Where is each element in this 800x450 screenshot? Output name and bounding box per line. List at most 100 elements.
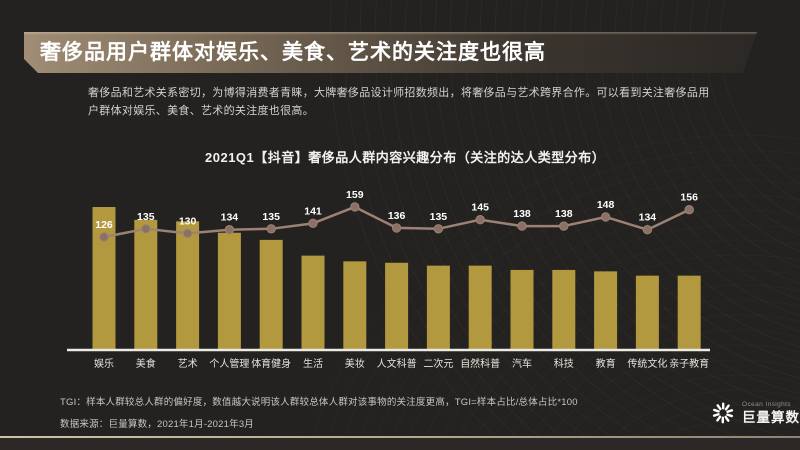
mesh-arc [618, 404, 800, 450]
mesh-arc [322, 149, 800, 450]
mesh-arc [452, 269, 800, 450]
mesh-arc [435, 254, 800, 450]
category-label: 娱乐 [94, 357, 114, 370]
value-label: 141 [304, 205, 322, 217]
bar [552, 269, 576, 350]
mesh-arc [338, 164, 800, 450]
category-label: 汽车 [512, 357, 532, 370]
slide-title: 奢侈品用户群体对娱乐、美食、艺术的关注度也很高 [40, 41, 546, 64]
value-label: 135 [430, 211, 448, 223]
bar [92, 207, 116, 350]
line-marker [266, 224, 276, 234]
category-label: 个人管理 [209, 357, 249, 370]
value-label: 126 [95, 219, 113, 231]
ocean-insights-logo-icon [712, 402, 734, 424]
mesh-arc [643, 419, 800, 450]
logo-bar [716, 404, 722, 411]
mesh-arc [354, 179, 800, 450]
logo-bar [713, 408, 720, 413]
category-label: 美食 [136, 357, 156, 370]
category-label: 科技 [554, 357, 574, 370]
line-marker [141, 224, 151, 234]
line-marker [684, 205, 694, 215]
line-marker [308, 218, 318, 229]
mesh-arc [468, 284, 800, 450]
line-marker [475, 215, 485, 225]
logo-bar [726, 413, 733, 418]
category-label: 二次元 [423, 357, 453, 370]
brand-name-cn: 巨量算数 [742, 409, 800, 425]
bottom-accent-line [0, 436, 800, 438]
line-marker [517, 221, 527, 231]
value-label: 135 [262, 211, 280, 223]
bar [510, 269, 534, 350]
bottom-bar [0, 438, 800, 450]
mesh-arc [402, 224, 800, 450]
title-banner: 奢侈品用户群体对娱乐、美食、艺术的关注度也很高 [24, 32, 757, 73]
logo-bar [712, 413, 720, 417]
brand-logo: Ocean Insights 巨量算数 [710, 400, 800, 426]
mesh-arc [386, 209, 800, 450]
mesh-arc [370, 194, 800, 450]
category-label: 生活 [303, 357, 323, 370]
line-marker [600, 212, 611, 222]
value-label: 134 [221, 212, 239, 224]
mesh-arc [672, 434, 800, 450]
bar [635, 275, 659, 350]
value-label: 136 [388, 210, 406, 222]
category-label: 亲子教育 [669, 357, 709, 370]
bar [343, 261, 367, 350]
value-label: 138 [513, 208, 531, 220]
footnote-tgi: TGI：样本人群较总人群的偏好度，数值越大说明该人群较总体人群对该事物的关注度更… [60, 397, 578, 408]
bar [468, 265, 492, 350]
category-label: 艺术 [178, 358, 198, 370]
logo-bar [726, 409, 734, 413]
mesh-arc [596, 389, 800, 450]
bar [259, 239, 283, 350]
logo-bar [722, 402, 725, 410]
bar [217, 232, 241, 350]
bar [176, 221, 200, 350]
bar [426, 265, 450, 350]
bar [677, 275, 701, 350]
line-marker [391, 223, 402, 233]
value-label: 145 [471, 202, 489, 214]
value-label: 138 [555, 208, 573, 220]
mesh-arc [520, 329, 800, 450]
line-marker [559, 221, 569, 231]
logo-bar [724, 404, 730, 411]
logo-bar [716, 415, 722, 422]
bar [301, 255, 325, 350]
line-marker [224, 225, 235, 235]
category-label: 人文科普 [377, 357, 417, 370]
line-marker [350, 202, 360, 212]
mesh-arc [538, 344, 800, 450]
line-marker [182, 228, 193, 239]
mesh-arc [306, 134, 800, 450]
category-label: 教育 [596, 357, 616, 370]
mesh-arc [576, 374, 800, 450]
brand-logo-text: Ocean Insights 巨量算数 [742, 401, 800, 425]
logo-bar [721, 416, 724, 424]
footnote-source: 数据来源：巨量算数，2021年1月-2021年3月 [60, 419, 254, 430]
value-label: 134 [639, 212, 657, 224]
body-text: 奢侈品和艺术关系密切，为博得消费者青睐，大牌奢侈品设计师招数频出，将奢侈品与艺术… [88, 87, 710, 118]
bar [594, 271, 618, 350]
mesh-arc [557, 359, 800, 450]
bar [385, 262, 409, 350]
value-label: 148 [597, 199, 615, 211]
value-label: 156 [680, 192, 698, 204]
value-label: 159 [346, 189, 364, 201]
mesh-arc [503, 314, 800, 450]
mesh-arc [485, 299, 800, 450]
logo-bar [724, 415, 730, 422]
category-label: 传统文化 [627, 357, 667, 370]
value-label: 135 [137, 211, 155, 223]
line-marker [99, 232, 109, 242]
brand-name-en: Ocean Insights [742, 401, 791, 408]
line-marker [433, 224, 444, 234]
category-label: 美妆 [345, 357, 365, 370]
bar [134, 219, 158, 350]
